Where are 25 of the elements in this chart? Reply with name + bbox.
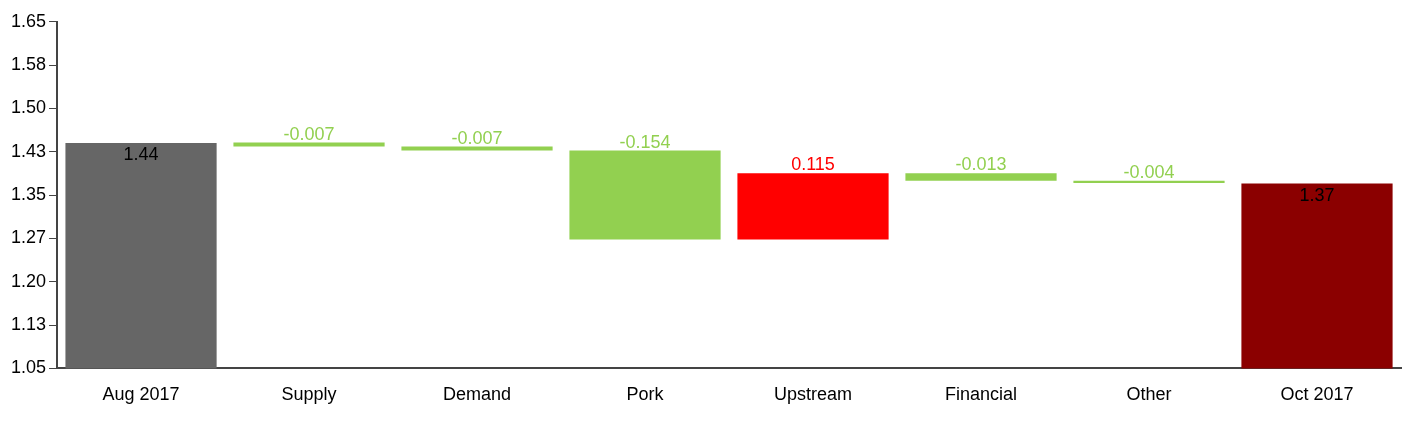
y-tick-label: 1.27 bbox=[10, 227, 47, 248]
y-tick-label: 1.35 bbox=[10, 184, 47, 205]
y-tick-label: 1.58 bbox=[10, 54, 47, 75]
x-tick-label: Other bbox=[1126, 384, 1172, 405]
data-label: -0.004 bbox=[1123, 161, 1175, 182]
x-tick-label: Aug 2017 bbox=[102, 384, 180, 405]
y-tick-label: 1.05 bbox=[10, 357, 47, 378]
data-label: 1.37 bbox=[1299, 184, 1335, 205]
data-label: -0.154 bbox=[619, 131, 671, 152]
data-label: -0.013 bbox=[955, 154, 1007, 175]
x-tick-label: Pork bbox=[626, 384, 665, 405]
x-tick-label: Financial bbox=[944, 384, 1018, 405]
x-tick-label: Upstream bbox=[774, 384, 853, 405]
data-label: -0.007 bbox=[451, 127, 503, 148]
data-label: 0.115 bbox=[791, 154, 835, 175]
x-tick-label: Oct 2017 bbox=[1280, 384, 1354, 405]
data-label: -0.007 bbox=[283, 123, 335, 144]
y-tick-label: 1.43 bbox=[10, 140, 47, 161]
y-tick-label: 1.20 bbox=[10, 270, 47, 291]
y-tick-label: 1.50 bbox=[10, 97, 47, 118]
data-label: 1.44 bbox=[123, 144, 159, 165]
y-tick-label: 1.13 bbox=[10, 314, 47, 335]
x-tick-label: Demand bbox=[443, 384, 512, 405]
x-tick-label: Supply bbox=[281, 384, 337, 405]
y-tick-label: 1.65 bbox=[10, 10, 47, 31]
